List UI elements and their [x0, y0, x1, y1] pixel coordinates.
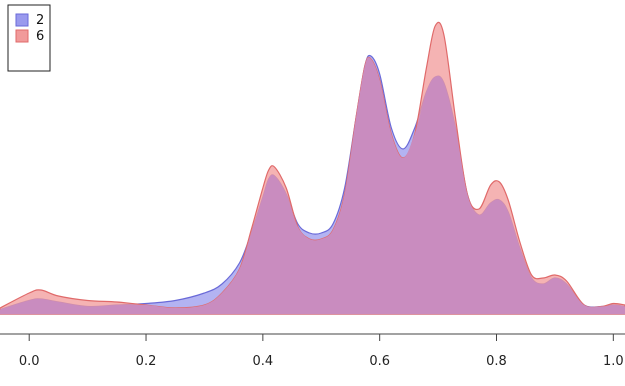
legend-label-series-6: 6 — [36, 29, 44, 44]
x-tick-label-5: 1.0 — [603, 354, 624, 369]
x-tick-label-3: 0.6 — [369, 354, 390, 369]
x-axis: 0.0 0.2 0.4 0.6 0.8 1.0 — [19, 334, 624, 369]
legend-box — [7, 4, 51, 72]
x-tick-label-4: 0.8 — [486, 354, 507, 369]
legend-swatch-series-2 — [15, 13, 29, 27]
legend: 2 6 — [7, 4, 51, 72]
x-tick-label-1: 0.2 — [136, 354, 157, 369]
legend-swatch-series-6 — [15, 29, 29, 43]
x-tick-label-0: 0.0 — [19, 354, 40, 369]
plot-area — [0, 21, 625, 315]
density-overlap-area — [0, 57, 625, 315]
x-tick-label-2: 0.4 — [253, 354, 274, 369]
legend-label-series-2: 2 — [36, 13, 44, 28]
